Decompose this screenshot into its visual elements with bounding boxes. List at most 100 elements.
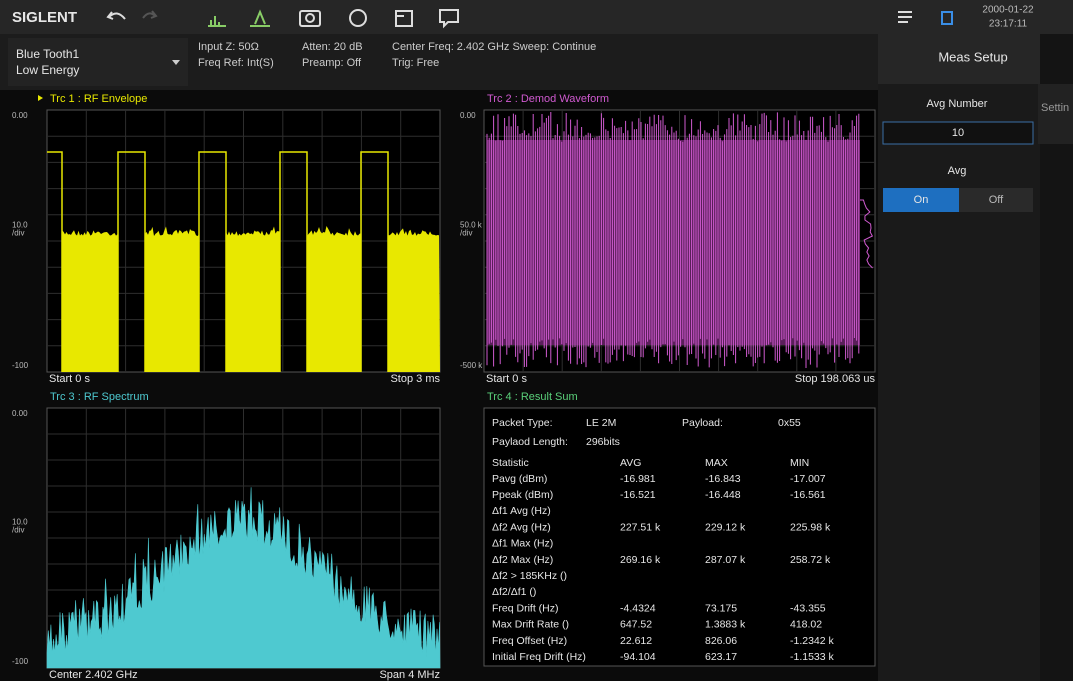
dropdown-arrow: [172, 60, 180, 65]
row-label: Δf1 Avg (Hz): [492, 505, 551, 517]
x-left-label: Start 0 s: [486, 373, 527, 385]
y-div-label: 10.0: [12, 220, 28, 229]
side-title: Meas Setup: [938, 49, 1007, 64]
y-top-label: 0.00: [12, 409, 28, 418]
table-cell: 623.17: [705, 651, 737, 663]
table-cell: -16.561: [790, 489, 826, 501]
side-tab: Settin: [1041, 102, 1069, 114]
table-header: Statistic: [492, 457, 529, 469]
demod-trace: [486, 112, 860, 368]
info-item: Center Freq: 2.402 GHz Sweep: Continue: [392, 41, 596, 53]
table-cell: 269.16 k: [620, 554, 661, 566]
table-cell: 826.06: [705, 635, 737, 647]
row-label: Δf2 Max (Hz): [492, 554, 553, 566]
table-header: MAX: [705, 457, 728, 469]
avg-label: Avg: [948, 165, 967, 177]
time: 23:17:11: [989, 19, 1028, 30]
y-div-label: 50.0 k: [460, 220, 483, 229]
avg-on: On: [914, 194, 929, 206]
row-label: Δf2 > 185KHz (): [492, 570, 567, 582]
table-cell: -16.981: [620, 473, 656, 485]
row-label: Freq Drift (Hz): [492, 602, 559, 614]
y-div-unit: /div: [12, 526, 24, 535]
table-cell: -16.521: [620, 489, 656, 501]
avg-off-button[interactable]: [959, 188, 1033, 212]
packet-type: LE 2M: [586, 417, 616, 429]
packet-type-label: Packet Type:: [492, 417, 553, 429]
table-cell: 647.52: [620, 619, 652, 631]
table-cell: -4.4324: [620, 602, 656, 614]
table-cell: 227.51 k: [620, 521, 661, 533]
payload: 0x55: [778, 417, 801, 429]
table-cell: 418.02: [790, 619, 822, 631]
avg-off: Off: [989, 194, 1004, 206]
avg-on-button[interactable]: [883, 188, 959, 212]
row-label: Ppeak (dBm): [492, 489, 553, 501]
row-label: Δf2/Δf1 (): [492, 586, 536, 598]
info-item: Input Z: 50Ω: [198, 41, 259, 53]
x-left-label: Center 2.402 GHz: [49, 669, 138, 681]
row-label: Pavg (dBm): [492, 473, 547, 485]
table-cell: 1.3883 k: [705, 619, 746, 631]
y-div-label: 10.0: [12, 518, 28, 527]
side-header: [878, 34, 1040, 84]
avg-number-input[interactable]: [882, 121, 1034, 145]
envelope-burst: [388, 228, 440, 372]
row-label: Max Drift Rate (): [492, 619, 569, 631]
trace-title: Trc 2 : Demod Waveform: [487, 93, 609, 105]
x-right-label: Stop 3 ms: [390, 373, 440, 385]
brand: SIGLENT: [12, 9, 77, 26]
y-bottom-label: -500 k: [460, 361, 483, 370]
settings-tab[interactable]: [1038, 84, 1073, 144]
payload-label: Payload:: [682, 417, 723, 429]
envelope-burst: [145, 226, 199, 372]
row-label: Freq Offset (Hz): [492, 635, 567, 647]
table-cell: -1.1533 k: [790, 651, 835, 663]
info-item: Freq Ref: Int(S): [198, 57, 274, 69]
info-item: Atten: 20 dB: [302, 41, 363, 53]
table-header: MIN: [790, 457, 809, 469]
toolbar-icons[interactable]: [106, 9, 953, 29]
table-cell: -17.007: [790, 473, 826, 485]
envelope-burst: [62, 230, 118, 372]
table-cell: -16.843: [705, 473, 741, 485]
info-item: Trig: Free: [392, 57, 439, 69]
y-bottom-label: -100: [12, 657, 29, 666]
envelope-burst: [307, 226, 361, 372]
avg-number-value: 10: [952, 127, 964, 139]
table-cell: 225.98 k: [790, 521, 831, 533]
row-label: Δf1 Max (Hz): [492, 538, 553, 550]
trace-title: Trc 3 : RF Spectrum: [50, 391, 149, 403]
y-div-unit: /div: [460, 228, 472, 237]
trace-title: Trc 1 : RF Envelope: [50, 93, 147, 105]
length: 296bits: [586, 436, 620, 448]
table-cell: -1.2342 k: [790, 635, 835, 647]
demod-tail: [860, 199, 874, 269]
table-cell: 229.12 k: [705, 521, 746, 533]
mode-sub: Low Energy: [16, 63, 79, 77]
trace-title: Trc 4 : Result Sum: [487, 391, 578, 403]
y-bottom-label: -100: [12, 361, 29, 370]
spectrum-trace: [46, 487, 441, 669]
y-top-label: 0.00: [460, 111, 476, 120]
x-right-label: Span 4 MHz: [379, 669, 440, 681]
table-cell: -94.104: [620, 651, 656, 663]
info-item: Preamp: Off: [302, 57, 362, 69]
mode-select[interactable]: [8, 38, 188, 86]
table-cell: 73.175: [705, 602, 737, 614]
toolbar: [0, 0, 1073, 34]
length-label: Paylaod Length:: [492, 436, 568, 448]
table-cell: -43.355: [790, 602, 826, 614]
row-label: Δf2 Avg (Hz): [492, 521, 551, 533]
active-trace-marker: [38, 95, 43, 101]
table-header: AVG: [620, 457, 641, 469]
x-right-label: Stop 198.063 us: [795, 373, 876, 385]
avg-number-label: Avg Number: [927, 98, 988, 110]
y-div-unit: /div: [12, 228, 24, 237]
x-left-label: Start 0 s: [49, 373, 90, 385]
date: 2000-01-22: [982, 5, 1034, 16]
result-table: [483, 407, 876, 667]
table-cell: 287.07 k: [705, 554, 746, 566]
